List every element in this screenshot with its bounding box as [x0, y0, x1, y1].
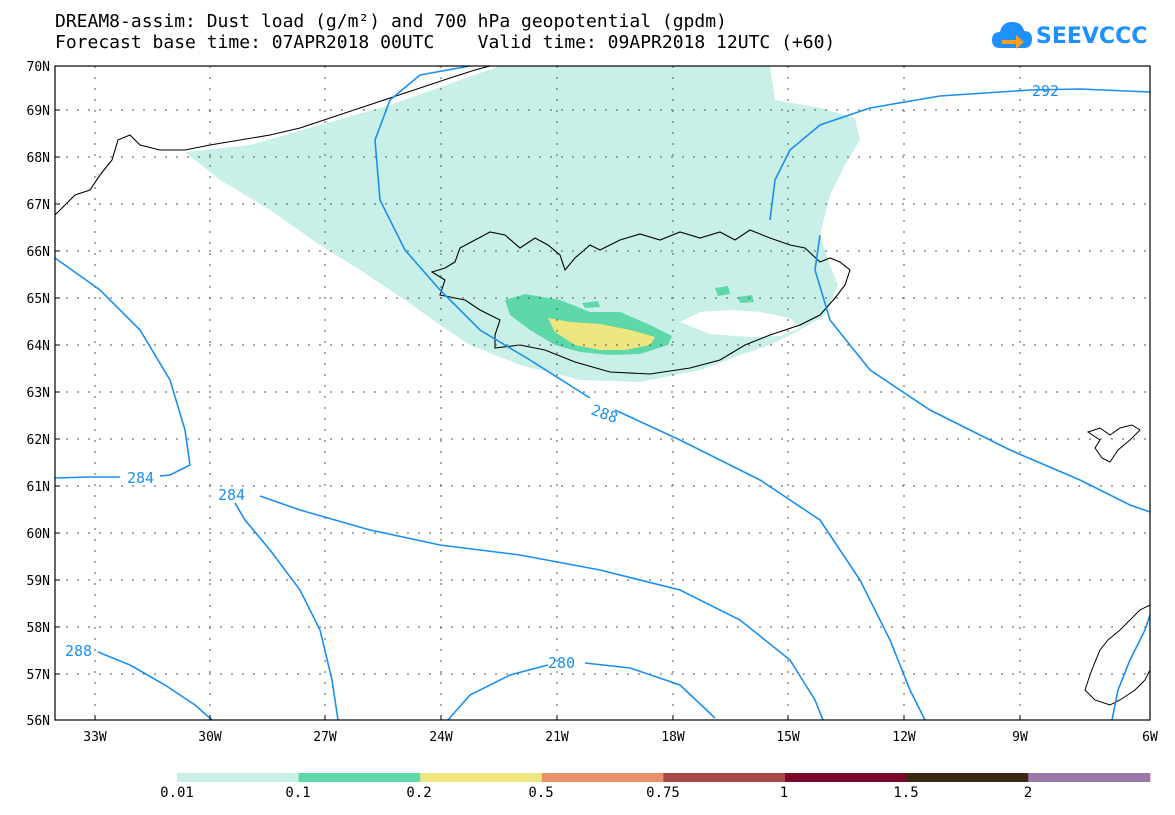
- axis-ticks: [55, 65, 1151, 720]
- dust-area-medium-4: [582, 301, 600, 308]
- greenland-coastline: [54, 65, 491, 216]
- colorbar-swatch: [1028, 773, 1151, 782]
- contour-label: 284: [127, 469, 154, 487]
- colorbar-label: 0.1: [285, 785, 311, 801]
- contour-284-mid-b: [234, 502, 339, 721]
- latitude-labels: 70N 69N 68N 67N 66N 65N 64N 63N 62N 61N …: [27, 60, 50, 729]
- plot-frame: [54, 65, 1151, 721]
- contour-288-east: [374, 65, 591, 399]
- contour-label: 284: [218, 486, 245, 504]
- lat-label: 60N: [27, 527, 50, 542]
- colorbar-label: 0.01: [160, 785, 194, 801]
- dust-gap-area: [680, 310, 800, 337]
- lat-label: 68N: [27, 151, 50, 166]
- colorbar-swatch: [298, 773, 421, 782]
- colorbar-swatch: [906, 773, 1029, 782]
- contour-280: [447, 664, 549, 721]
- colorbar: [177, 773, 1151, 782]
- colorbar-swatch: [785, 773, 908, 782]
- scotland-coastline: [1084, 604, 1151, 706]
- longitude-labels: 33W 30W 27W 24W 21W 18W 15W 12W 9W 6W: [83, 730, 1158, 745]
- dust-area-light: [185, 66, 860, 382]
- contour-284-west: [54, 257, 191, 477]
- contour-label: 288: [65, 642, 92, 660]
- map-title-line-1: DREAM8-assim: Dust load (g/m²) and 700 h…: [55, 11, 727, 32]
- lon-label: 21W: [545, 730, 569, 745]
- lon-label: 18W: [661, 730, 685, 745]
- dust-area-high: [548, 318, 655, 350]
- contour-284-mid: [259, 495, 824, 721]
- lon-label: 6W: [1142, 730, 1158, 745]
- lon-label: 33W: [83, 730, 107, 745]
- colorbar-swatch: [663, 773, 786, 782]
- lat-label: 64N: [27, 339, 50, 354]
- dust-area-medium-3: [738, 295, 754, 303]
- colorbar-swatch: [420, 773, 543, 782]
- colorbar-swatch: [541, 773, 664, 782]
- seevccc-logo: SEEVCCC: [990, 18, 1147, 58]
- lon-label: 12W: [892, 730, 916, 745]
- contour-288-sw: [97, 651, 213, 721]
- lat-label: 69N: [27, 104, 50, 119]
- colorbar-label: 1.5: [893, 785, 919, 801]
- contour-288-east-b: [614, 409, 926, 721]
- lon-label: 9W: [1012, 730, 1028, 745]
- lat-label: 66N: [27, 245, 50, 260]
- lon-label: 30W: [198, 730, 222, 745]
- contour-284-west-b: [54, 476, 120, 479]
- faroe-islands: [1086, 424, 1141, 463]
- lat-label: 63N: [27, 386, 50, 401]
- map-title-line-2: Forecast base time: 07APR2018 00UTC Vali…: [55, 32, 836, 53]
- lat-label: 59N: [27, 574, 50, 589]
- lat-label: 67N: [27, 198, 50, 213]
- contour-label: 288: [589, 401, 621, 427]
- geopotential-contours: [54, 65, 1151, 721]
- lat-label: 70N: [27, 60, 50, 75]
- contour-280-b: [584, 662, 716, 719]
- lon-label: 27W: [313, 730, 337, 745]
- colorbar-swatch: [177, 773, 300, 782]
- colorbar-label: 0.5: [528, 785, 554, 801]
- colorbar-label: 0.75: [646, 785, 680, 801]
- lat-label: 56N: [27, 714, 50, 729]
- lat-label: 61N: [27, 480, 50, 495]
- colorbar-label: 2: [1023, 785, 1033, 801]
- lat-label: 65N: [27, 292, 50, 307]
- iceland-coastline: [430, 229, 851, 375]
- lon-label: 24W: [429, 730, 453, 745]
- contour-288-ne: [814, 234, 1151, 513]
- contour-label: 292: [1032, 82, 1059, 100]
- lat-label: 57N: [27, 668, 50, 683]
- colorbar-label: 0.2: [406, 785, 432, 801]
- lat-label: 62N: [27, 433, 50, 448]
- colorbar-label: 1: [779, 785, 789, 801]
- contour-292: [769, 88, 1151, 221]
- contour-scotland: [1111, 614, 1151, 721]
- cloud-arrow-icon: [992, 22, 1032, 49]
- logo-text: SEEVCCC: [1036, 24, 1148, 49]
- lon-label: 15W: [776, 730, 800, 745]
- contour-label: 280: [548, 654, 575, 672]
- dust-area-medium-2: [715, 286, 730, 296]
- lat-label: 58N: [27, 621, 50, 636]
